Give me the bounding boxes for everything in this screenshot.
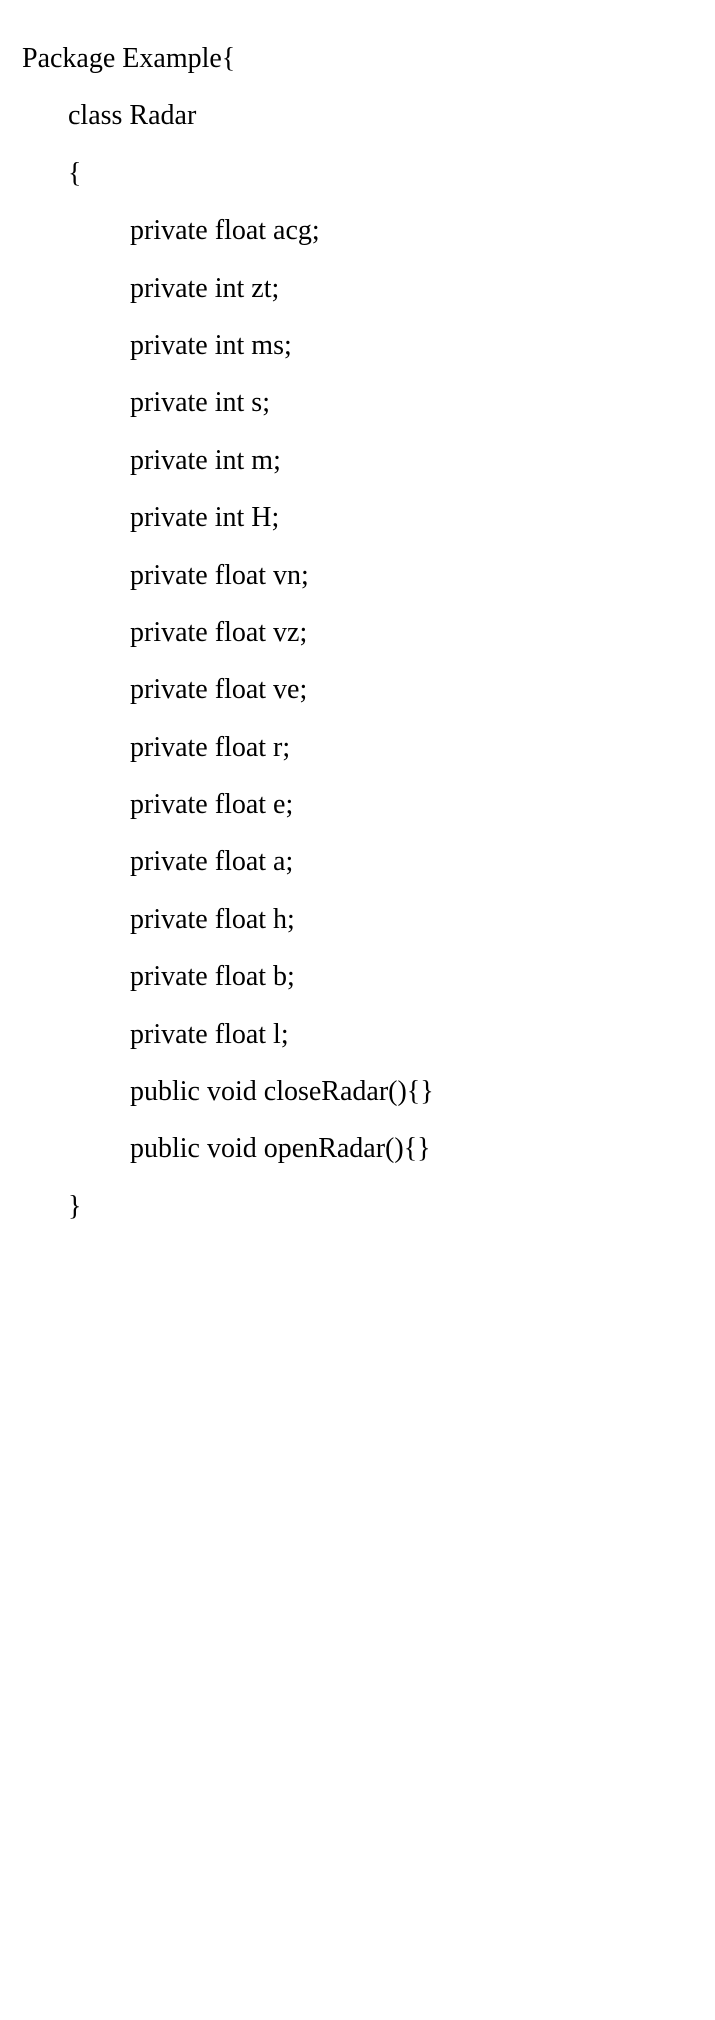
code-line: private float vz; [0,604,715,661]
code-line: private int s; [0,374,715,431]
code-line: private float e; [0,776,715,833]
code-line: private float ve; [0,661,715,718]
code-line: public void closeRadar(){} [0,1063,715,1120]
code-line: private int zt; [0,260,715,317]
code-line: private int m; [0,432,715,489]
code-line: private float h; [0,891,715,948]
code-line: private float b; [0,948,715,1005]
code-line: private float acg; [0,202,715,259]
code-line: private float l; [0,1006,715,1063]
code-line: private float r; [0,719,715,776]
code-line: { [0,145,715,202]
code-line: private int H; [0,489,715,546]
code-line: class Radar [0,87,715,144]
code-line: Package Example{ [0,30,715,87]
code-line: private float vn; [0,547,715,604]
code-line: } [0,1178,715,1235]
code-line: private float a; [0,833,715,890]
code-line: public void openRadar(){} [0,1120,715,1177]
code-block: Package Example{ class Radar { private f… [0,0,715,1265]
code-line: private int ms; [0,317,715,374]
